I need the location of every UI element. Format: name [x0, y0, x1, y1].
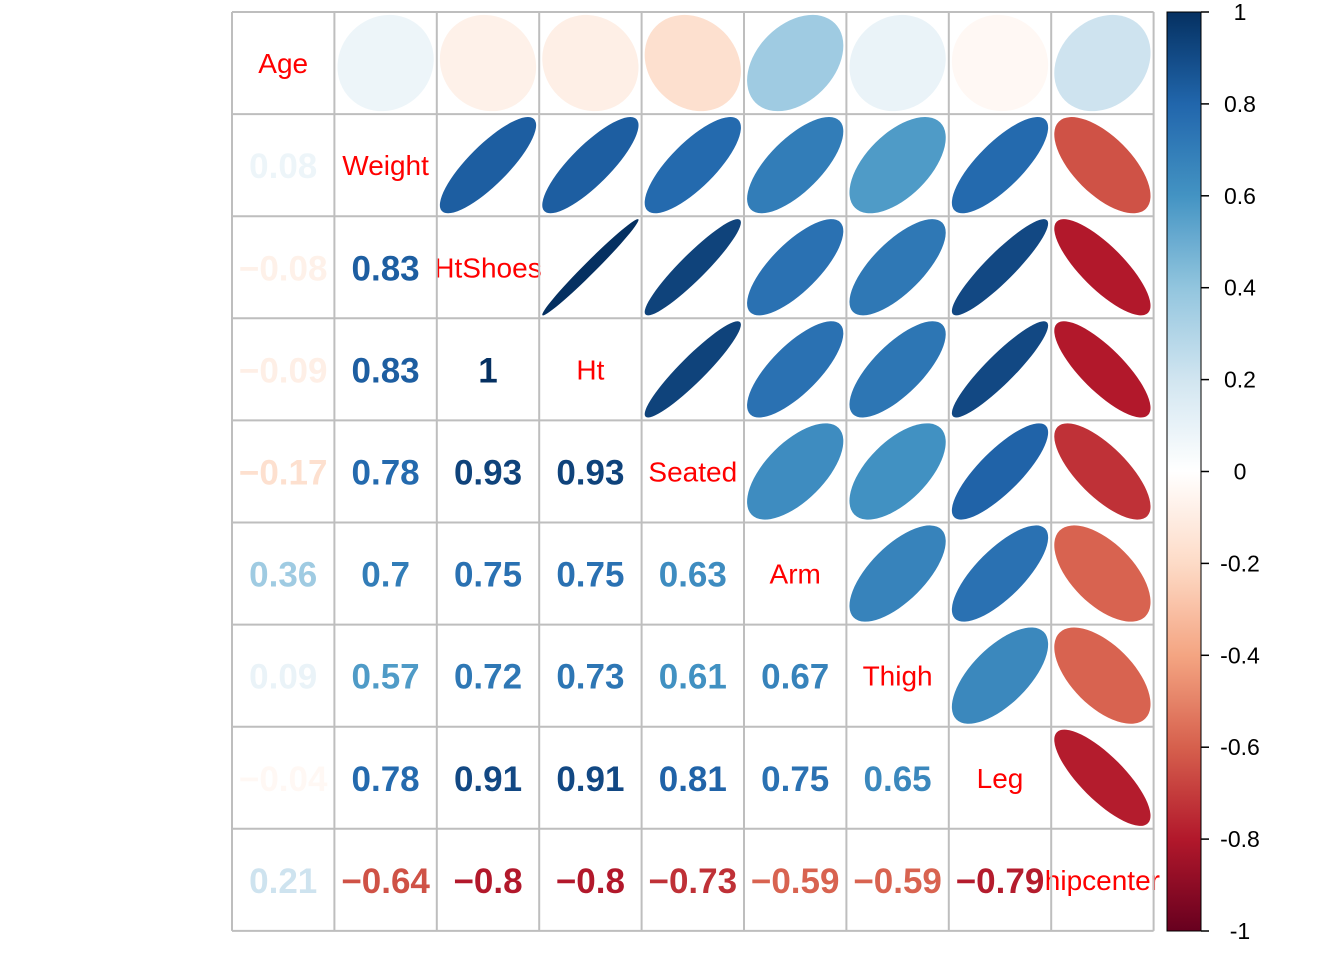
diagonal-label-Seated: Seated	[648, 456, 737, 487]
colorbar-tick-label: -0.6	[1220, 734, 1260, 760]
cell-hipcenter-Weight-value: −0.64	[341, 862, 430, 901]
diagonal-label-Thigh: Thigh	[863, 661, 933, 692]
cell-HtShoes-Seated-ellipse	[644, 219, 741, 316]
cell-hipcenter-Seated-value: −0.73	[649, 862, 738, 901]
cell-Arm-hipcenter-ellipse	[1054, 525, 1151, 622]
cell-Ht-Leg-ellipse	[951, 321, 1049, 418]
cell-Ht-Thigh-ellipse	[849, 321, 946, 418]
cell-Age-hipcenter-ellipse	[1054, 14, 1151, 112]
diagonal-label-Leg: Leg	[977, 763, 1024, 794]
cell-HtShoes-Thigh-ellipse	[849, 219, 946, 316]
colorbar-tick-label: -0.4	[1220, 642, 1260, 668]
cell-Arm-Age-value: 0.36	[249, 556, 317, 595]
cell-Seated-Weight-value: 0.78	[352, 453, 420, 492]
colorbar-tick-label: 0	[1234, 459, 1247, 485]
cell-Seated-hipcenter-ellipse	[1054, 423, 1151, 520]
cell-Leg-Age-value: −0.04	[239, 760, 328, 799]
cell-Ht-Seated-ellipse	[644, 321, 741, 418]
cell-Thigh-Weight-value: 0.57	[352, 658, 420, 697]
colorbar-gradient	[1166, 11, 1202, 932]
cell-Weight-Arm-ellipse	[747, 117, 844, 214]
colorbar: 1 0.8 0.6 0.4 0.2 0 -0.2 -0.4 -0.6 -0.8 -1	[1166, 0, 1260, 944]
cell-Thigh-HtShoes-value: 0.72	[454, 658, 522, 697]
cell-Weight-Thigh-ellipse	[849, 117, 946, 214]
cell-Age-HtShoes-ellipse	[439, 14, 537, 112]
cell-Weight-hipcenter-ellipse	[1054, 117, 1151, 214]
cell-Ht-Age-value: −0.09	[239, 351, 328, 390]
matrix-grid	[231, 11, 1155, 932]
cell-Arm-Leg-ellipse	[951, 525, 1049, 622]
cell-HtShoes-Arm-ellipse	[747, 219, 844, 316]
diagonal-label-Weight: Weight	[342, 150, 429, 181]
colorbar-tick-label: 0.8	[1224, 91, 1256, 117]
colorbar-tick-label: -1	[1230, 918, 1250, 944]
colorbar-tick-label: 0.2	[1224, 367, 1256, 393]
cell-hipcenter-Thigh-value: −0.59	[853, 862, 942, 901]
cell-Thigh-Ht-value: 0.73	[556, 658, 624, 697]
cell-Seated-Age-value: −0.17	[239, 453, 328, 492]
diagonal-label-HtShoes: HtShoes	[434, 252, 541, 283]
cell-Age-Weight-ellipse	[337, 14, 434, 112]
cell-hipcenter-Leg-value: −0.79	[956, 862, 1045, 901]
cell-Arm-Thigh-ellipse	[849, 525, 946, 622]
cell-HtShoes-Age-value: −0.08	[239, 249, 328, 288]
cell-hipcenter-Arm-value: −0.59	[751, 862, 840, 901]
cell-Ht-hipcenter-ellipse	[1054, 321, 1151, 418]
cell-Thigh-Age-value: 0.09	[249, 658, 317, 697]
cell-Ht-HtShoes-value: 1	[478, 351, 497, 390]
cell-Leg-HtShoes-value: 0.91	[454, 760, 522, 799]
cell-Age-Thigh-ellipse	[849, 14, 946, 112]
cell-Seated-Arm-ellipse	[747, 423, 844, 520]
cell-Age-Seated-ellipse	[644, 14, 741, 112]
diagonal-label-Ht: Ht	[576, 354, 604, 385]
cell-Leg-Ht-value: 0.91	[556, 760, 624, 799]
cell-Leg-Thigh-value: 0.65	[864, 760, 932, 799]
colorbar-tick-label: 0.4	[1224, 275, 1256, 301]
cell-Arm-Seated-value: 0.63	[659, 556, 727, 595]
cell-Arm-Ht-value: 0.75	[556, 556, 624, 595]
cell-hipcenter-Age-value: 0.21	[249, 862, 317, 901]
diagonal-label-Arm: Arm	[770, 559, 821, 590]
cell-hipcenter-Ht-value: −0.8	[556, 862, 625, 901]
cell-Weight-Age-value: 0.08	[249, 147, 317, 186]
cell-Leg-Arm-value: 0.75	[761, 760, 829, 799]
cell-Leg-hipcenter-ellipse	[1054, 729, 1151, 826]
cell-Thigh-Leg-ellipse	[951, 627, 1049, 724]
cell-Seated-HtShoes-value: 0.93	[454, 453, 522, 492]
cell-Leg-Seated-value: 0.81	[659, 760, 727, 799]
cell-Age-Leg-ellipse	[951, 14, 1049, 112]
cell-Weight-Leg-ellipse	[951, 117, 1049, 214]
cell-Arm-Weight-value: 0.7	[361, 556, 410, 595]
cell-Age-Ht-ellipse	[542, 14, 639, 112]
diagonal-label-Age: Age	[258, 48, 308, 79]
matrix-cells: Age 0.08 Weight −0.08 0.83 HtShoes −0.09 0.83 1 H…	[239, 14, 1160, 901]
colorbar-tick-label: -0.2	[1220, 550, 1260, 576]
cell-Weight-HtShoes-ellipse	[439, 117, 537, 214]
cell-HtShoes-Ht-ellipse	[542, 219, 639, 316]
cell-Thigh-hipcenter-ellipse	[1054, 627, 1151, 724]
cell-Leg-Weight-value: 0.78	[352, 760, 420, 799]
cell-Seated-Thigh-ellipse	[849, 423, 946, 520]
cell-Seated-Leg-ellipse	[951, 423, 1049, 520]
cell-Thigh-Seated-value: 0.61	[659, 658, 727, 697]
cell-Ht-Weight-value: 0.83	[352, 351, 420, 390]
cell-Weight-Seated-ellipse	[644, 117, 741, 214]
cell-Thigh-Arm-value: 0.67	[761, 658, 829, 697]
cell-HtShoes-Weight-value: 0.83	[352, 249, 420, 288]
cell-HtShoes-Leg-ellipse	[951, 219, 1049, 316]
colorbar-tick-label: 0.6	[1224, 183, 1256, 209]
colorbar-tick-label: 1	[1234, 0, 1247, 25]
cell-Arm-HtShoes-value: 0.75	[454, 556, 522, 595]
diagonal-label-hipcenter: hipcenter	[1045, 865, 1160, 896]
colorbar-tick-label: -0.8	[1220, 826, 1260, 852]
cell-Ht-Arm-ellipse	[747, 321, 844, 418]
cell-Age-Arm-ellipse	[747, 14, 844, 112]
cell-Seated-Ht-value: 0.93	[556, 453, 624, 492]
cell-HtShoes-hipcenter-ellipse	[1054, 219, 1151, 316]
cell-hipcenter-HtShoes-value: −0.8	[453, 862, 522, 901]
cell-Weight-Ht-ellipse	[542, 117, 639, 214]
